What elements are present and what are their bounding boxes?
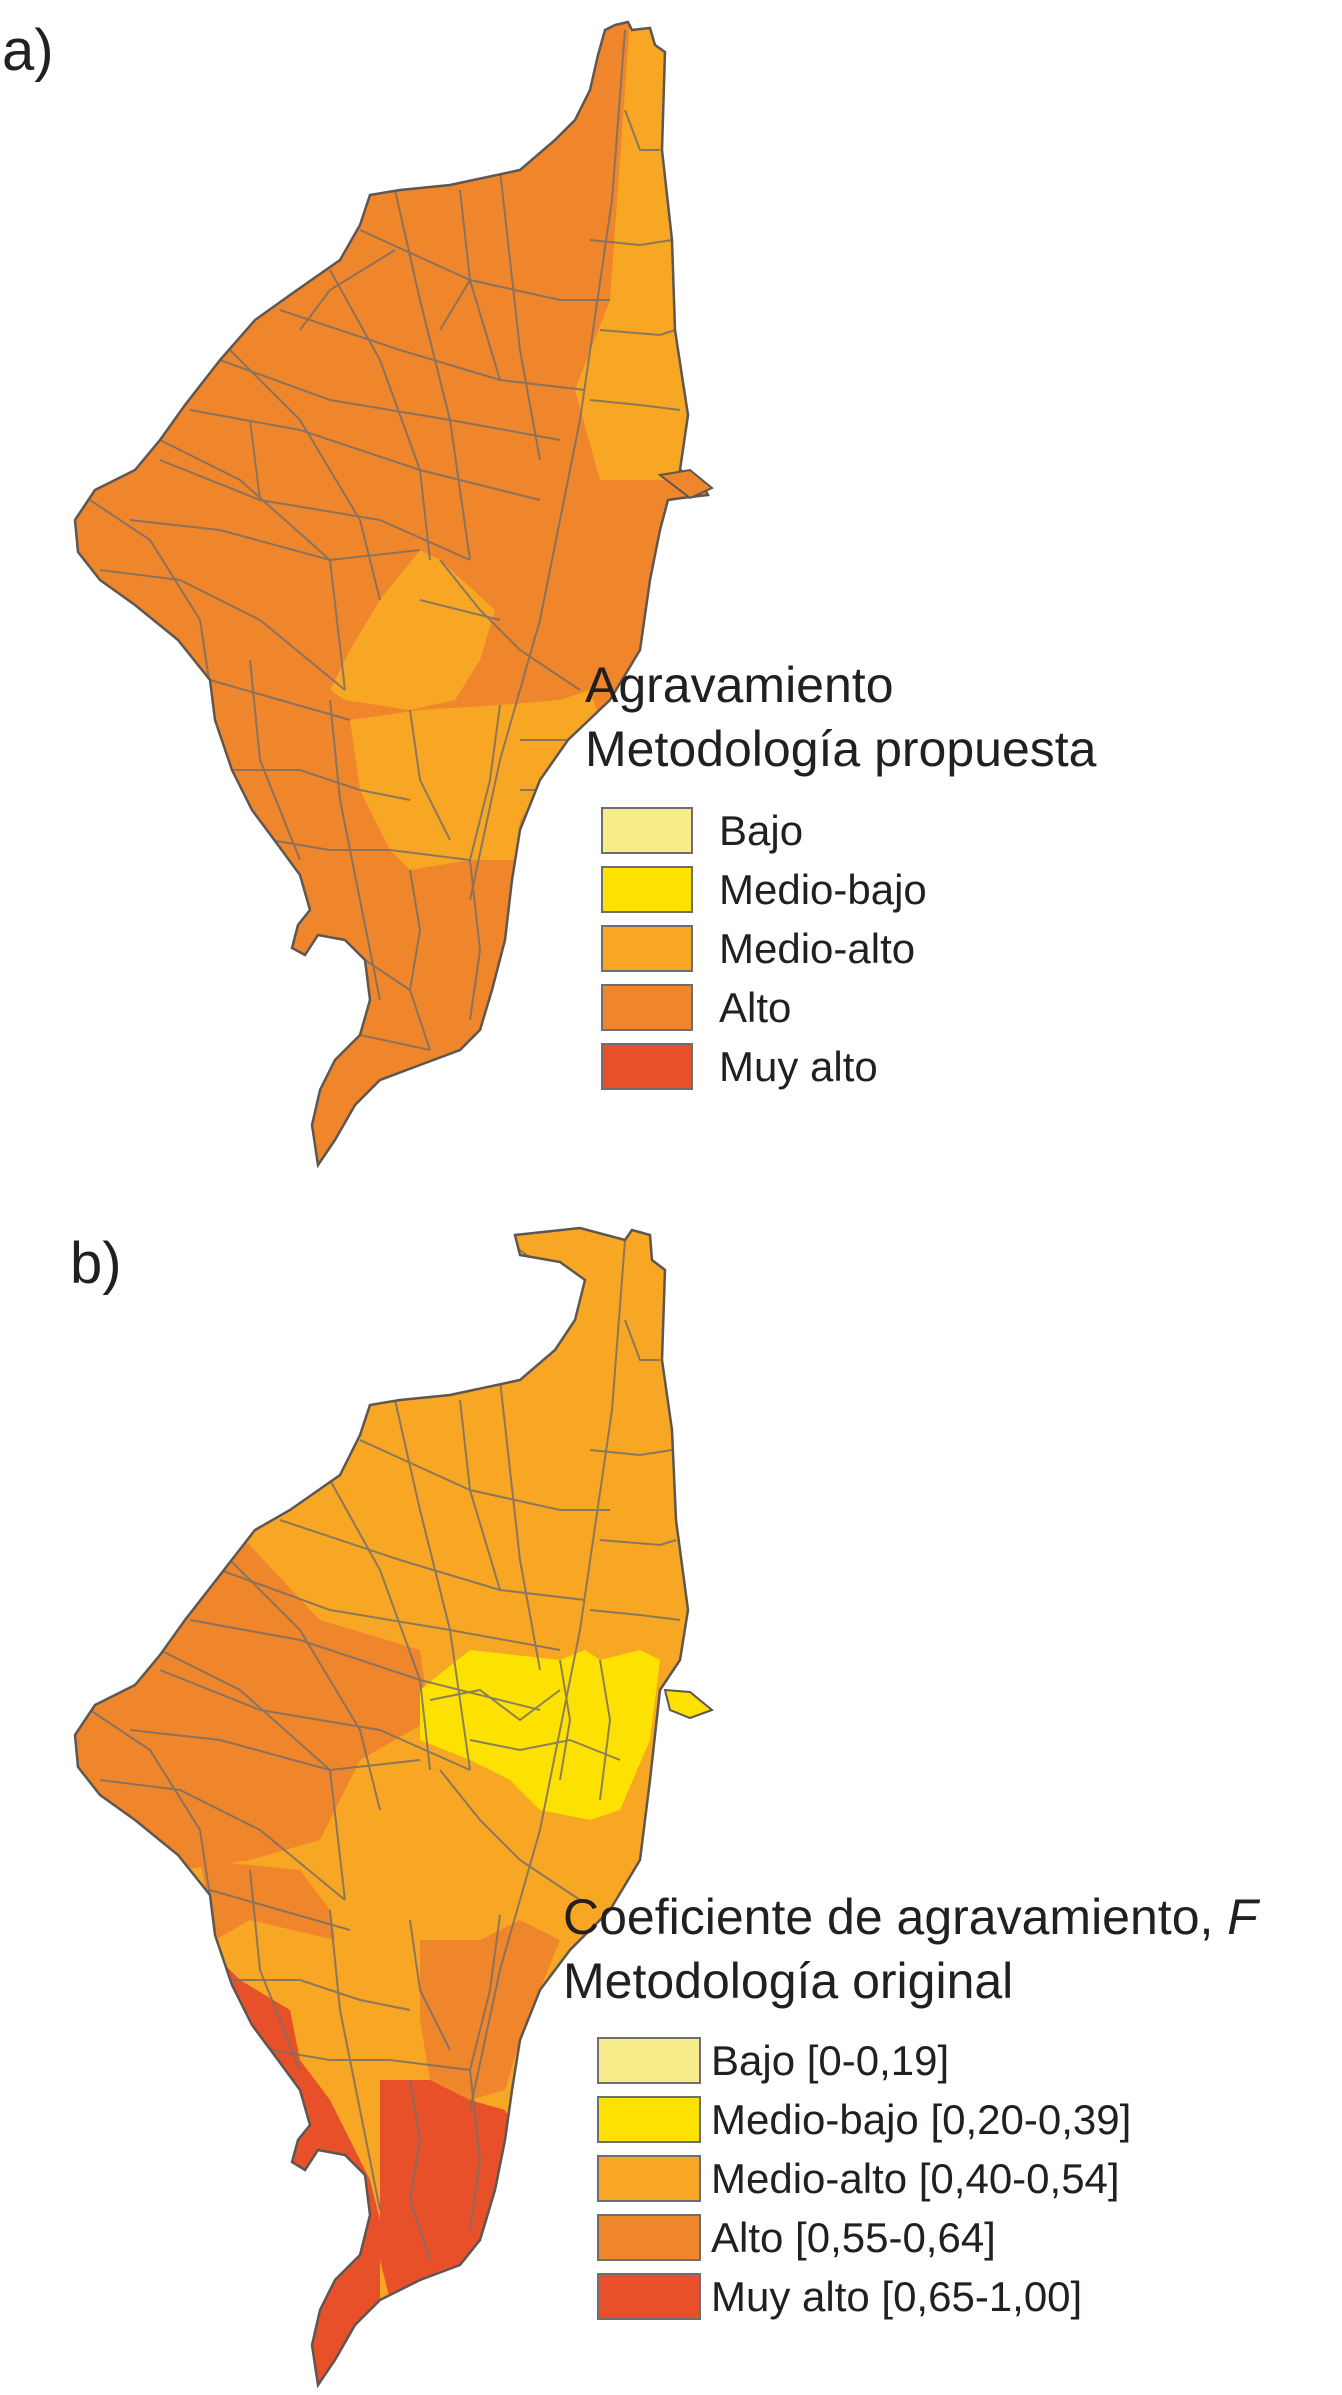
legend-a-item-medio-alto: Medio-alto — [601, 919, 1096, 978]
region-b-alto-southwest — [200, 1860, 335, 1940]
legend-a-items: Bajo Medio-bajo Medio-alto Alto Muy alto — [601, 801, 1096, 1096]
legend-a-label-bajo: Bajo — [719, 806, 804, 854]
legend-a-label-muy-alto: Muy alto — [719, 1042, 878, 1090]
legend-a-item-alto: Alto — [601, 978, 1096, 1037]
map-b-enclave — [663, 1688, 714, 1720]
legend-b-label-muy-alto: Muy alto [0,65-1,00] — [711, 2272, 1083, 2320]
legend-b-item-medio-bajo: Medio-bajo [0,20-0,39] — [597, 2090, 1258, 2149]
region-medio-alto-south — [350, 690, 600, 870]
legend-b-items: Bajo [0-0,19] Medio-bajo [0,20-0,39] Med… — [597, 2031, 1258, 2326]
legend-a-label-medio-alto: Medio-alto — [719, 924, 916, 972]
map-b — [73, 1226, 714, 2389]
legend-b-item-bajo: Bajo [0-0,19] — [597, 2031, 1258, 2090]
legend-a-item-bajo: Bajo — [601, 801, 1096, 860]
legend-b-swatch-muy-alto — [597, 2273, 701, 2320]
legend-b-label-medio-alto: Medio-alto [0,40-0,54] — [711, 2154, 1120, 2202]
legend-a-label-alto: Alto — [719, 983, 792, 1031]
region-b-alto-south — [420, 1920, 560, 2100]
region-medio-alto-centre — [330, 550, 495, 710]
legend-b-swatch-medio-bajo — [597, 2096, 701, 2143]
legend-b-swatch-bajo — [597, 2037, 701, 2084]
legend-a: Agravamiento Metodología propuesta Bajo … — [585, 653, 1096, 1096]
panel-a-label: a) — [2, 18, 54, 83]
map-a-outline — [73, 20, 710, 1169]
region-b-muy-alto-east — [380, 2080, 520, 2300]
legend-a-swatch-medio-alto — [601, 925, 693, 972]
legend-b-item-muy-alto: Muy alto [0,65-1,00] — [597, 2267, 1258, 2326]
legend-a-title-line2: Metodología propuesta — [585, 721, 1097, 777]
region-b-medio-bajo — [420, 1650, 660, 1820]
map-b-outline — [73, 1226, 690, 2389]
legend-b-title-line1: Coeficiente de agravamiento, F — [563, 1885, 1258, 1949]
legend-b-item-medio-alto: Medio-alto [0,40-0,54] — [597, 2149, 1258, 2208]
legend-b: Coeficiente de agravamiento, F Metodolog… — [563, 1885, 1258, 2326]
map-a-enclave — [657, 468, 714, 500]
legend-b-swatch-alto — [597, 2214, 701, 2261]
legend-a-swatch-medio-bajo — [601, 866, 693, 913]
legend-b-label-bajo: Bajo [0-0,19] — [711, 2036, 950, 2084]
panel-b-label: b) — [70, 1231, 122, 1296]
legend-a-title-line1: Agravamiento — [585, 657, 894, 713]
legend-b-title-variable: F — [1227, 1889, 1258, 1945]
legend-a-item-muy-alto: Muy alto — [601, 1037, 1096, 1096]
legend-b-label-alto: Alto [0,55-0,64] — [711, 2213, 996, 2261]
legend-a-label-medio-bajo: Medio-bajo — [719, 865, 927, 913]
legend-b-label-medio-bajo: Medio-bajo [0,20-0,39] — [711, 2095, 1132, 2143]
legend-b-title-text: Coeficiente de agravamiento, — [563, 1889, 1228, 1945]
legend-b-swatch-medio-alto — [597, 2155, 701, 2202]
legend-a-swatch-muy-alto — [601, 1043, 693, 1090]
legend-b-title-line2: Metodología original — [563, 1953, 1014, 2009]
legend-a-item-medio-bajo: Medio-bajo — [601, 860, 1096, 919]
legend-a-swatch-alto — [601, 984, 693, 1031]
map-a — [73, 20, 714, 1169]
legend-b-item-alto: Alto [0,55-0,64] — [597, 2208, 1258, 2267]
legend-a-swatch-bajo — [601, 807, 693, 854]
